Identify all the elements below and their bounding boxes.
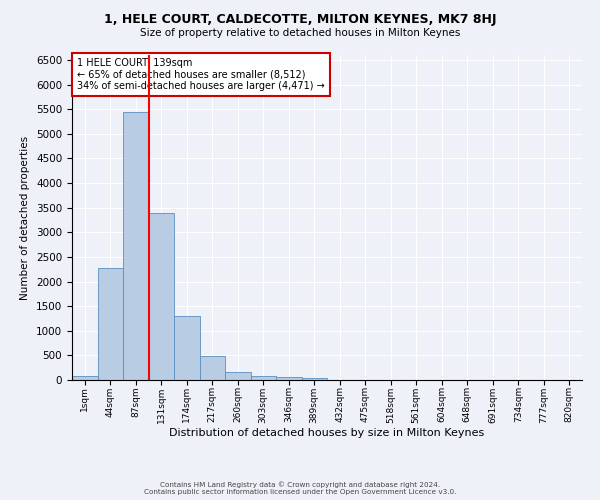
Bar bbox=[174, 316, 199, 380]
Bar bbox=[199, 356, 225, 380]
Text: Size of property relative to detached houses in Milton Keynes: Size of property relative to detached ho… bbox=[140, 28, 460, 38]
X-axis label: Distribution of detached houses by size in Milton Keynes: Distribution of detached houses by size … bbox=[169, 428, 485, 438]
Text: 1 HELE COURT: 139sqm
← 65% of detached houses are smaller (8,512)
34% of semi-de: 1 HELE COURT: 139sqm ← 65% of detached h… bbox=[77, 58, 325, 92]
Bar bbox=[276, 377, 302, 380]
Bar bbox=[97, 268, 123, 380]
Bar bbox=[123, 112, 149, 380]
Y-axis label: Number of detached properties: Number of detached properties bbox=[20, 136, 31, 300]
Bar bbox=[225, 372, 251, 380]
Bar bbox=[302, 378, 327, 380]
Text: Contains HM Land Registry data © Crown copyright and database right 2024.
Contai: Contains HM Land Registry data © Crown c… bbox=[144, 482, 456, 495]
Bar bbox=[149, 212, 174, 380]
Bar bbox=[251, 376, 276, 380]
Bar bbox=[72, 376, 97, 380]
Text: 1, HELE COURT, CALDECOTTE, MILTON KEYNES, MK7 8HJ: 1, HELE COURT, CALDECOTTE, MILTON KEYNES… bbox=[104, 12, 496, 26]
